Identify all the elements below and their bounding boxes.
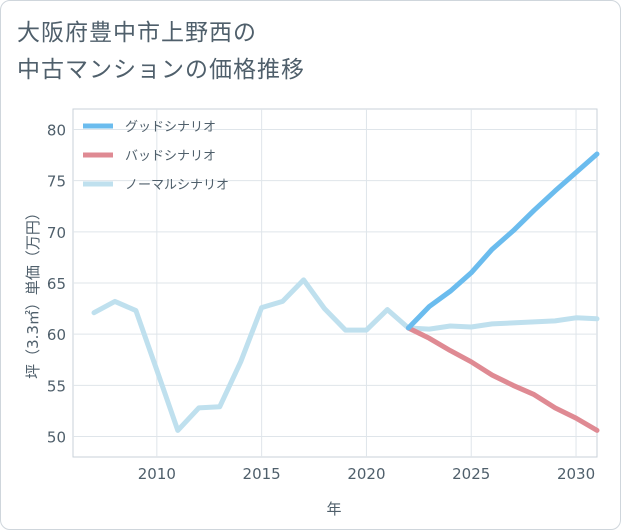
y-tick-label: 75 bbox=[47, 173, 66, 191]
series-line-3 bbox=[91, 277, 600, 433]
chart-title-line1: 大阪府豊中市上野西の bbox=[17, 20, 257, 46]
y-tick-label: 55 bbox=[47, 377, 66, 395]
y-axis-ticks: 50 55 60 65 70 75 80 bbox=[47, 121, 66, 446]
x-axis-title: 年 bbox=[326, 500, 341, 518]
y-tick-label: 80 bbox=[47, 121, 66, 139]
x-tick-label: 2010 bbox=[138, 465, 176, 483]
x-axis-ticks: 2010 2015 2020 2025 2030 bbox=[138, 465, 595, 483]
y-tick-label: 50 bbox=[47, 429, 66, 447]
x-tick-label: 2020 bbox=[347, 465, 385, 483]
legend-label-3: ノーマルシナリオ bbox=[125, 178, 229, 193]
y-tick-label: 65 bbox=[47, 275, 66, 293]
series-lines bbox=[91, 151, 600, 433]
y-tick-label: 60 bbox=[47, 326, 66, 344]
legend-label-1: グッドシナリオ bbox=[125, 120, 216, 135]
y-axis-title: 坪（3.3㎡）単価（万円） bbox=[24, 205, 42, 379]
series-line-2 bbox=[405, 325, 600, 433]
x-tick-label: 2025 bbox=[452, 465, 490, 483]
chart-title-line2: 中古マンションの価格推移 bbox=[17, 57, 305, 83]
legend-label-2: バッドシナリオ bbox=[125, 149, 216, 164]
x-tick-label: 2030 bbox=[557, 465, 595, 483]
y-tick-label: 70 bbox=[47, 224, 66, 242]
series-line-1 bbox=[405, 151, 600, 331]
chart-title: 大阪府豊中市上野西の 中古マンションの価格推移 bbox=[17, 15, 305, 89]
x-tick-label: 2015 bbox=[243, 465, 281, 483]
